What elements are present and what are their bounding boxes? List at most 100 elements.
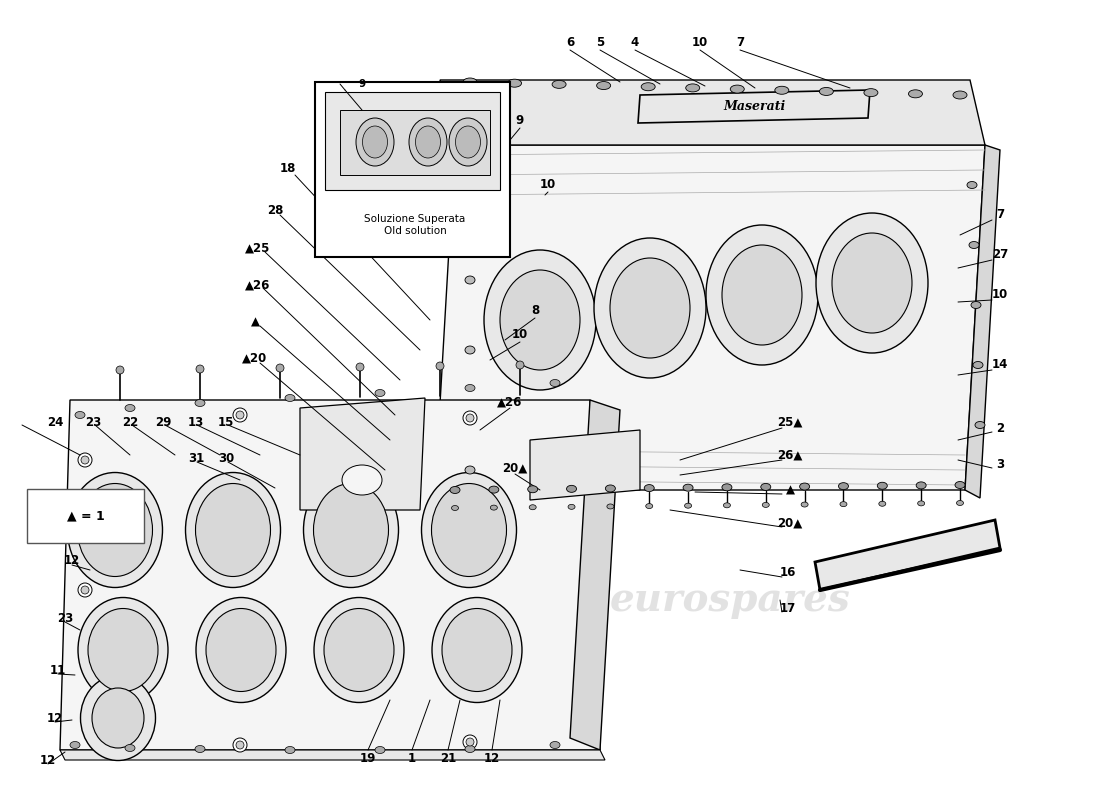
Ellipse shape (550, 379, 560, 386)
Ellipse shape (975, 422, 984, 429)
Ellipse shape (550, 742, 560, 749)
Text: 7: 7 (996, 209, 1004, 222)
Text: 21: 21 (440, 751, 456, 765)
Ellipse shape (314, 483, 388, 577)
Ellipse shape (605, 485, 615, 492)
Text: 10: 10 (692, 35, 708, 49)
Ellipse shape (186, 473, 280, 587)
Ellipse shape (840, 502, 847, 506)
Ellipse shape (450, 486, 460, 494)
Text: Maserati: Maserati (723, 101, 785, 114)
Polygon shape (60, 750, 605, 760)
Ellipse shape (451, 506, 459, 510)
Ellipse shape (607, 504, 614, 509)
Ellipse shape (449, 118, 487, 166)
Ellipse shape (81, 586, 89, 594)
Ellipse shape (196, 598, 286, 702)
Ellipse shape (762, 502, 769, 507)
Ellipse shape (878, 482, 888, 490)
Ellipse shape (879, 502, 886, 506)
Text: 8: 8 (531, 303, 539, 317)
Ellipse shape (610, 258, 690, 358)
Ellipse shape (409, 118, 447, 166)
Text: 26▲: 26▲ (778, 449, 803, 462)
Ellipse shape (967, 182, 977, 189)
Ellipse shape (864, 89, 878, 97)
Polygon shape (340, 110, 490, 175)
Text: ▲ = 1: ▲ = 1 (67, 510, 104, 522)
Ellipse shape (730, 85, 745, 93)
Ellipse shape (195, 399, 205, 406)
Ellipse shape (645, 485, 654, 491)
Text: 25▲: 25▲ (778, 415, 803, 429)
Text: 14: 14 (992, 358, 1009, 371)
Ellipse shape (75, 411, 85, 418)
Text: ▲: ▲ (785, 483, 794, 497)
Ellipse shape (955, 482, 965, 489)
Ellipse shape (125, 745, 135, 751)
Ellipse shape (465, 416, 475, 424)
Ellipse shape (436, 362, 444, 370)
Text: 9: 9 (359, 79, 365, 89)
Text: 10: 10 (540, 178, 557, 191)
Ellipse shape (507, 79, 521, 87)
Text: 10: 10 (512, 329, 528, 342)
Ellipse shape (465, 746, 475, 753)
Ellipse shape (314, 598, 404, 702)
Ellipse shape (552, 80, 567, 88)
Ellipse shape (455, 126, 481, 158)
Text: 15: 15 (218, 415, 234, 429)
Ellipse shape (465, 466, 475, 474)
Ellipse shape (356, 363, 364, 371)
Ellipse shape (92, 688, 144, 748)
Ellipse shape (116, 366, 124, 374)
Text: 4: 4 (631, 35, 639, 49)
Ellipse shape (466, 738, 474, 746)
Ellipse shape (953, 91, 967, 99)
Text: 29: 29 (155, 415, 172, 429)
Ellipse shape (465, 171, 475, 179)
Ellipse shape (566, 486, 576, 492)
Ellipse shape (125, 405, 135, 411)
Ellipse shape (463, 411, 477, 425)
Text: 19: 19 (360, 751, 376, 765)
Ellipse shape (421, 473, 517, 587)
Ellipse shape (196, 365, 204, 373)
Text: 7: 7 (736, 35, 744, 49)
Text: 20▲: 20▲ (503, 462, 528, 474)
Ellipse shape (801, 502, 808, 507)
Ellipse shape (969, 242, 979, 249)
Text: 17: 17 (780, 602, 796, 614)
Ellipse shape (971, 302, 981, 309)
Ellipse shape (466, 414, 474, 422)
Ellipse shape (488, 486, 498, 493)
Ellipse shape (491, 505, 497, 510)
Ellipse shape (442, 609, 512, 691)
FancyBboxPatch shape (315, 82, 510, 257)
Text: 11: 11 (50, 663, 66, 677)
Ellipse shape (832, 233, 912, 333)
Text: 2: 2 (996, 422, 1004, 434)
Ellipse shape (909, 90, 923, 98)
Text: 22: 22 (122, 415, 139, 429)
Ellipse shape (285, 394, 295, 402)
Ellipse shape (78, 598, 168, 702)
Ellipse shape (917, 501, 925, 506)
Ellipse shape (78, 583, 92, 597)
Ellipse shape (196, 483, 271, 577)
Text: 23: 23 (85, 415, 101, 429)
Ellipse shape (641, 82, 656, 90)
Ellipse shape (685, 84, 700, 92)
Text: 10: 10 (992, 289, 1008, 302)
Text: ▲: ▲ (251, 315, 260, 329)
Text: eurospares: eurospares (120, 461, 361, 499)
Ellipse shape (465, 385, 475, 391)
Ellipse shape (528, 486, 538, 493)
Ellipse shape (465, 276, 475, 284)
Text: eurospares: eurospares (609, 581, 850, 619)
Ellipse shape (233, 408, 248, 422)
Ellipse shape (820, 87, 834, 95)
Ellipse shape (324, 609, 394, 691)
Text: 5: 5 (596, 35, 604, 49)
Ellipse shape (722, 245, 802, 345)
